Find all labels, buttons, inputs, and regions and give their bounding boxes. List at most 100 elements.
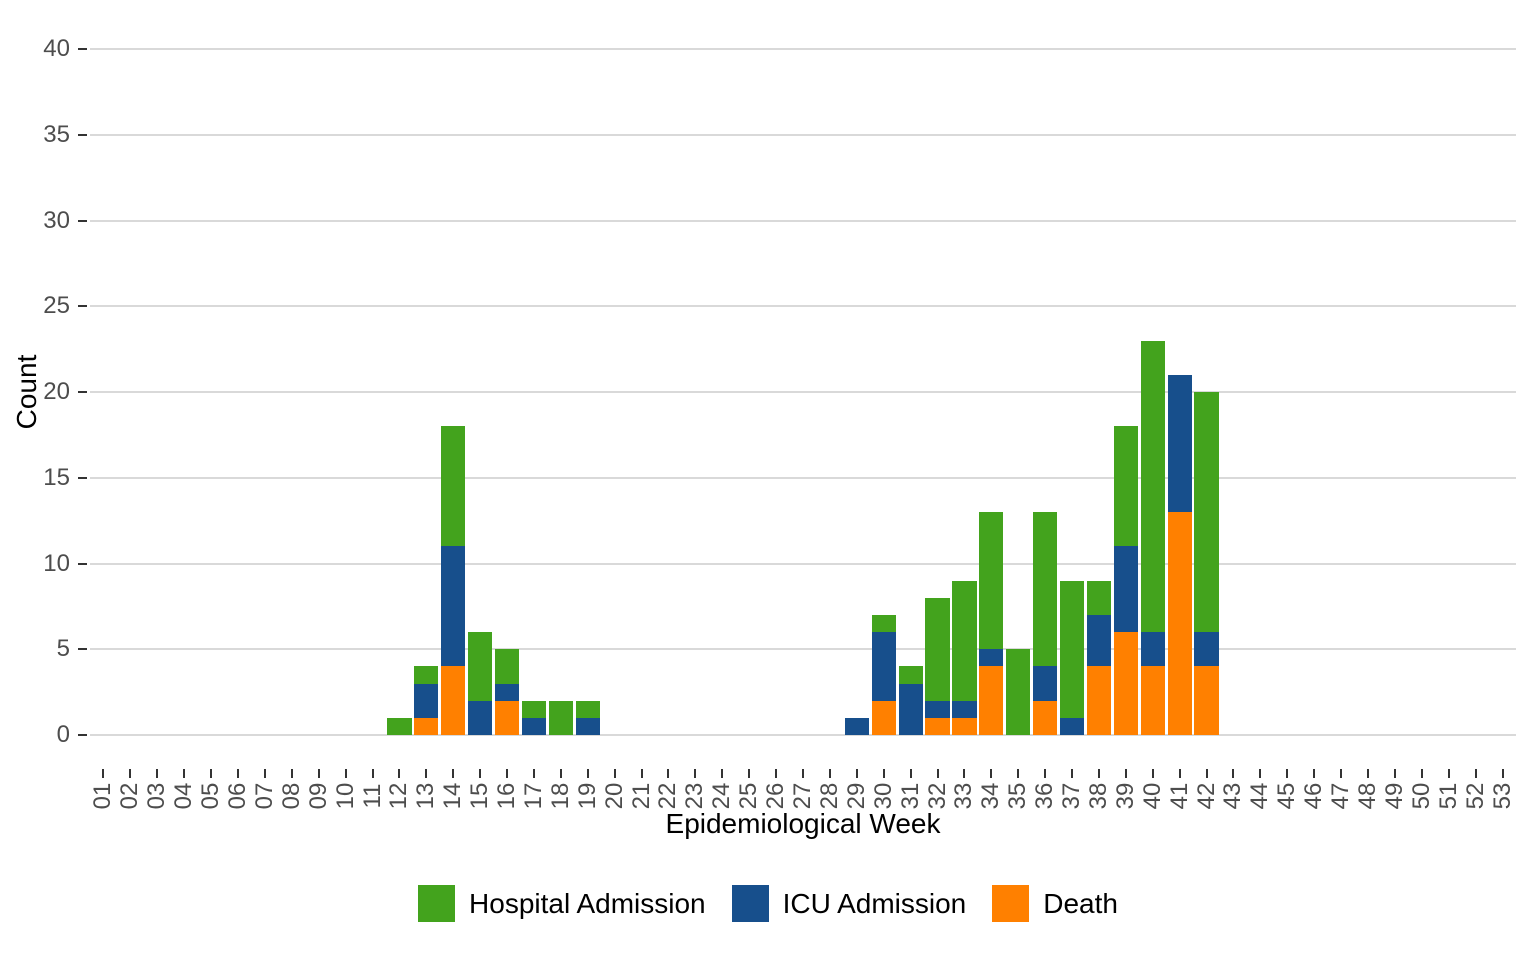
bar-segment (898, 683, 923, 735)
bar-segment (468, 632, 493, 701)
x-tick-label-text: 42 (1192, 782, 1220, 810)
x-tick-label-text: 49 (1380, 782, 1408, 810)
x-tick-label-text: 13 (412, 782, 440, 810)
x-tick-39 (1124, 769, 1127, 778)
bar-segment (1140, 632, 1165, 667)
x-axis-title: Epidemiological Week (665, 808, 941, 839)
bar-segment (575, 700, 600, 718)
bar-segment (844, 717, 869, 735)
bar-segment (387, 717, 412, 735)
x-tick-12 (398, 769, 401, 778)
bar-segment (1140, 340, 1165, 633)
x-tick-29 (855, 769, 858, 778)
x-tick-label-text: 53 (1488, 782, 1516, 810)
x-tick-30 (882, 769, 885, 778)
bar-segment (414, 683, 439, 718)
legend-item-icu-admission: ICU Admission (731, 885, 966, 922)
x-tick-43 (1232, 769, 1235, 778)
bar-segment (1006, 649, 1031, 735)
x-tick-13 (425, 769, 428, 778)
x-tick-05 (210, 769, 213, 778)
x-tick-28 (828, 769, 831, 778)
x-tick-label-text: 35 (1004, 782, 1032, 810)
x-tick-03 (156, 769, 159, 778)
y-tick-25 (78, 305, 87, 308)
bar-segment (1033, 700, 1058, 735)
bar-segment (1194, 392, 1219, 633)
x-tick-label-text: 06 (223, 782, 251, 810)
y-tick-40 (78, 48, 87, 50)
x-tick-label-text: 45 (1273, 782, 1301, 810)
bar-segment (952, 700, 977, 718)
x-tick-07 (263, 769, 266, 778)
x-tick-label-text: 10 (331, 782, 359, 810)
x-tick-label-text: 44 (1246, 782, 1274, 810)
bar-segment (871, 700, 896, 735)
bar-segment (548, 700, 573, 735)
gridline-y-20 (90, 391, 1516, 393)
x-tick-11 (371, 769, 374, 778)
x-tick-label-text: 29 (842, 782, 870, 810)
x-tick-label-text: 21 (627, 782, 655, 810)
bar-segment (494, 649, 520, 684)
bar-segment (494, 700, 520, 735)
bar-segment (871, 614, 896, 633)
y-tick-label: 30 (43, 206, 70, 234)
x-tick-label-text: 41 (1165, 782, 1193, 810)
x-tick-49 (1393, 769, 1396, 778)
x-tick-31 (909, 769, 912, 778)
x-tick-51 (1447, 769, 1450, 778)
x-tick-37 (1071, 769, 1074, 778)
x-tick-25 (748, 769, 751, 778)
y-tick-15 (78, 476, 87, 479)
x-tick-04 (183, 769, 186, 778)
x-tick-label-text: 11 (358, 783, 386, 809)
x-tick-label-text: 15 (466, 782, 494, 810)
gridline-y-0 (90, 734, 1516, 736)
bar-segment (979, 666, 1004, 735)
bar-segment (1140, 666, 1165, 735)
x-tick-label-text: 20 (600, 782, 628, 810)
x-tick-06 (236, 769, 239, 778)
y-tick-label: 40 (43, 35, 70, 62)
y-tick-0 (78, 734, 87, 736)
x-tick-label-text: 03 (143, 782, 171, 810)
bar-segment (1194, 632, 1219, 667)
x-tick-label-text: 12 (385, 782, 413, 810)
legend-label: Death (1043, 887, 1118, 919)
x-tick-label-text: 28 (815, 782, 843, 810)
x-tick-40 (1151, 769, 1154, 778)
bar-segment (1113, 632, 1138, 735)
legend-swatch-death (992, 885, 1030, 922)
y-tick-20 (78, 391, 87, 393)
x-tick-22 (667, 769, 670, 778)
x-tick-label-text: 23 (681, 782, 709, 810)
gridline-y-5 (90, 648, 1516, 651)
x-tick-38 (1097, 769, 1100, 778)
bar-segment (952, 717, 977, 735)
x-tick-label-text: 52 (1461, 782, 1489, 810)
x-tick-label-text: 39 (1111, 782, 1139, 810)
x-tick-46 (1313, 769, 1316, 778)
x-tick-10 (344, 769, 347, 778)
x-tick-label-text: 36 (1031, 782, 1059, 810)
x-tick-35 (1017, 769, 1020, 778)
bar-segment (925, 717, 950, 735)
y-tick-5 (78, 648, 87, 651)
legend-item-hospital-admission: Hospital Admission (418, 885, 706, 922)
x-tick-14 (452, 769, 455, 778)
x-tick-47 (1340, 769, 1343, 778)
x-tick-20 (613, 769, 616, 778)
x-tick-45 (1286, 769, 1289, 778)
x-tick-label-text: 46 (1300, 782, 1328, 810)
x-tick-label-text: 01 (89, 782, 117, 810)
legend: Hospital Admission ICU Admission Death (0, 885, 1536, 922)
x-tick-label-text: 19 (573, 782, 601, 810)
x-tick-label-text: 31 (896, 782, 924, 810)
bar-segment (441, 426, 466, 547)
y-tick-label: 10 (43, 549, 70, 577)
x-tick-08 (290, 769, 293, 778)
x-tick-label-text: 07 (250, 782, 278, 810)
x-tick-27 (802, 769, 804, 778)
x-tick-16 (506, 769, 509, 778)
